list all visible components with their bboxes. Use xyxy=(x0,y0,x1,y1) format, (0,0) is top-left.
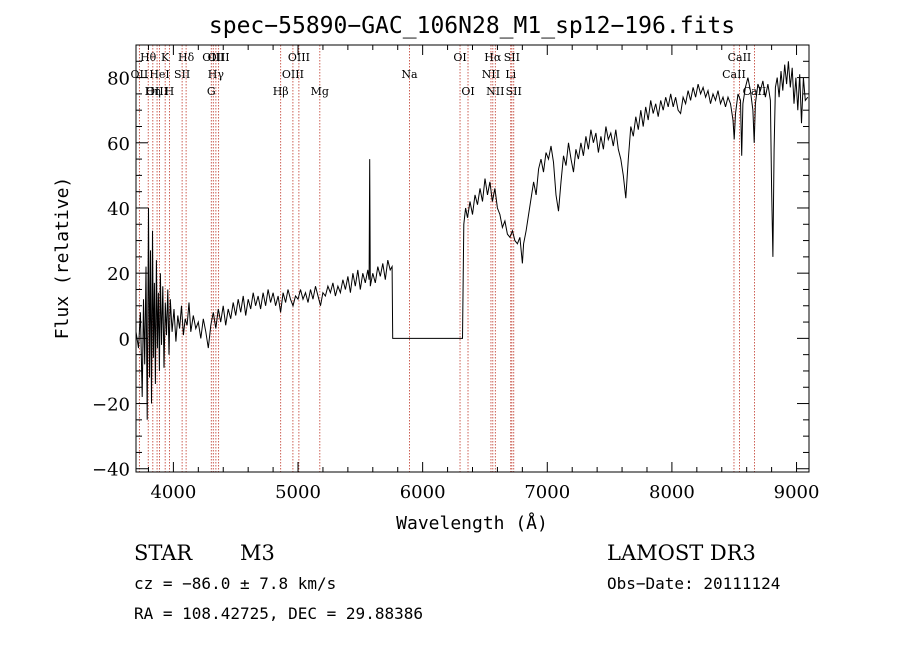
x-tick-label: 8000 xyxy=(649,482,695,503)
spectral-line-label: H xyxy=(165,85,175,98)
spectral-line-label: OIII xyxy=(146,85,168,98)
spectral-line-label: Li xyxy=(505,68,516,81)
spectral-line-label: OI xyxy=(453,51,466,64)
ra-dec-coordinates: RA = 108.42725, DEC = 29.88386 xyxy=(134,604,423,623)
spectral-line-label: CaII xyxy=(722,68,746,81)
observation-date: Obs−Date: 20111124 xyxy=(607,574,780,593)
chart-title: spec−55890−GAC_106N28_M1_sp12−196.fits xyxy=(209,13,735,39)
spectral-line-label: OIII xyxy=(208,51,230,64)
spectral-line-label: OII xyxy=(131,68,149,81)
y-axis-label: Flux (relative) xyxy=(52,177,73,340)
spectral-line-label: HeI xyxy=(149,68,169,81)
x-tick-label: 7000 xyxy=(524,482,570,503)
spectral-line-labels: HθOIIHηOIIIHeIKHSIIHδGOIIIHγOIIIHβOIIIOI… xyxy=(131,51,767,98)
spectral-line-label: CaII xyxy=(728,51,752,64)
spectral-line-label: OI xyxy=(461,85,474,98)
spectral-line-label: Mg xyxy=(311,85,329,98)
y-tick-label: 40 xyxy=(107,199,130,220)
spectral-line-label: OIII xyxy=(202,51,224,64)
spectral-line-label: NII xyxy=(482,68,500,81)
y-tick-label: 0 xyxy=(119,329,130,350)
y-tick-label: −20 xyxy=(92,395,130,416)
axis-ticks xyxy=(136,44,809,472)
spectral-line-label: OIII xyxy=(282,68,304,81)
x-axis-label: Wavelength (Å) xyxy=(396,512,548,534)
spectral-line-markers xyxy=(138,45,755,472)
axis-tick-labels: 4000 5000 6000 7000 8000 9000 −40 −20 0 20 40 60 80 xyxy=(92,69,819,503)
spectral-line-label: OIII xyxy=(288,51,310,64)
y-tick-label: 60 xyxy=(107,134,130,155)
spectral-line-label: Hδ xyxy=(178,51,195,64)
y-tick-label: 80 xyxy=(107,69,130,90)
spectral-line-label: SII xyxy=(506,85,522,98)
object-class: STAR xyxy=(134,541,193,565)
survey-name: LAMOST DR3 xyxy=(607,541,756,565)
y-tick-label: 20 xyxy=(107,264,130,285)
spectral-line-label: CaII xyxy=(743,85,767,98)
y-tick-label: −40 xyxy=(92,460,130,481)
spectral-line-label: Hη xyxy=(145,85,161,98)
plot-frame xyxy=(135,44,810,473)
spectral-line-label: SII xyxy=(174,68,190,81)
x-tick-label: 6000 xyxy=(400,482,446,503)
flux-series-line xyxy=(135,61,809,420)
spectral-line-label: Hβ xyxy=(273,85,289,98)
spectral-line-label: Hα xyxy=(484,51,502,64)
object-subclass: M3 xyxy=(240,541,275,565)
spectral-line-label: Hθ xyxy=(140,51,157,64)
x-tick-label: 9000 xyxy=(774,482,820,503)
spectral-line-label: SII xyxy=(504,51,520,64)
spectral-line-label: Na xyxy=(401,68,418,81)
redshift-cz: cz = −86.0 ± 7.8 km/s xyxy=(134,574,336,593)
spectral-line-label: G xyxy=(207,85,216,98)
x-tick-label: 4000 xyxy=(150,482,196,503)
spectral-line-label: NII xyxy=(486,85,504,98)
spectral-line-label: Hγ xyxy=(208,68,225,81)
spectral-line-label: K xyxy=(161,51,170,64)
x-tick-label: 5000 xyxy=(275,482,321,503)
